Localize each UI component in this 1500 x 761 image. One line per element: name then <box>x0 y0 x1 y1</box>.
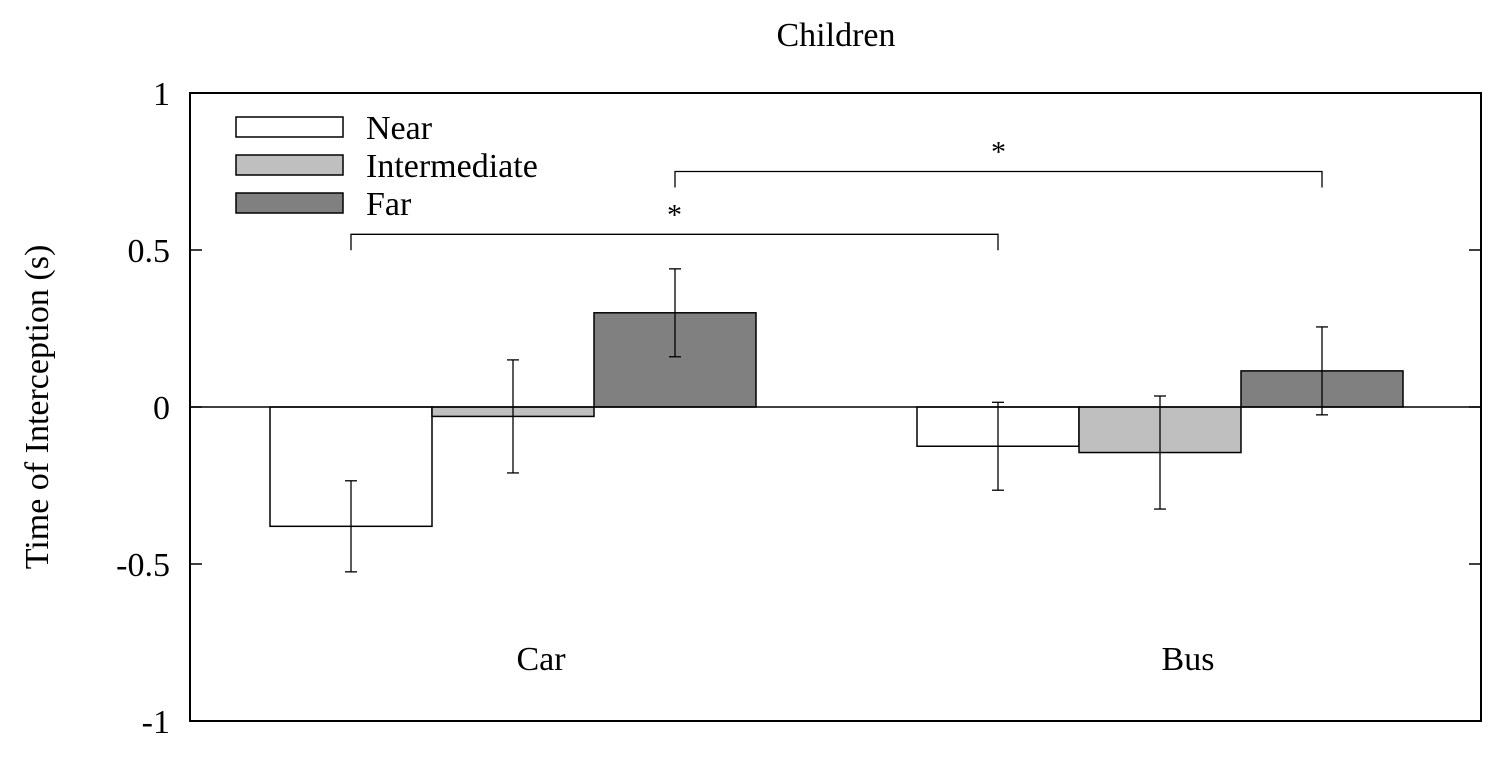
category-label-bus: Bus <box>1162 641 1215 678</box>
y-axis-label: Time of Interception (s) <box>19 245 56 570</box>
significance-bracket <box>674 170 1323 188</box>
category-labels: Car Bus <box>516 641 1214 678</box>
error-bars <box>345 268 1328 573</box>
legend-swatch-near <box>235 116 344 138</box>
significance-star: * <box>667 198 682 231</box>
chart-title: Children <box>777 17 896 54</box>
y-tick-label: -1 <box>142 704 170 741</box>
y-tick-label: 1 <box>153 76 170 113</box>
legend-swatch-intermediate <box>235 154 344 176</box>
legend-label-intermediate: Intermediate <box>366 148 538 185</box>
legend-label-far: Far <box>366 186 412 223</box>
legend-swatch-far <box>235 192 344 214</box>
legend-label-near: Near <box>366 110 433 147</box>
y-axis-ticks: 1 0.5 0 -0.5 -1 <box>116 76 1481 741</box>
significance-brackets: ** <box>350 136 1323 251</box>
significance-bracket <box>350 233 999 251</box>
y-tick-label: 0 <box>153 390 170 427</box>
category-label-car: Car <box>516 641 566 678</box>
y-tick-label: 0.5 <box>128 233 171 270</box>
y-tick-label: -0.5 <box>116 547 170 584</box>
bars <box>269 312 1404 528</box>
significance-star: * <box>991 136 1006 169</box>
